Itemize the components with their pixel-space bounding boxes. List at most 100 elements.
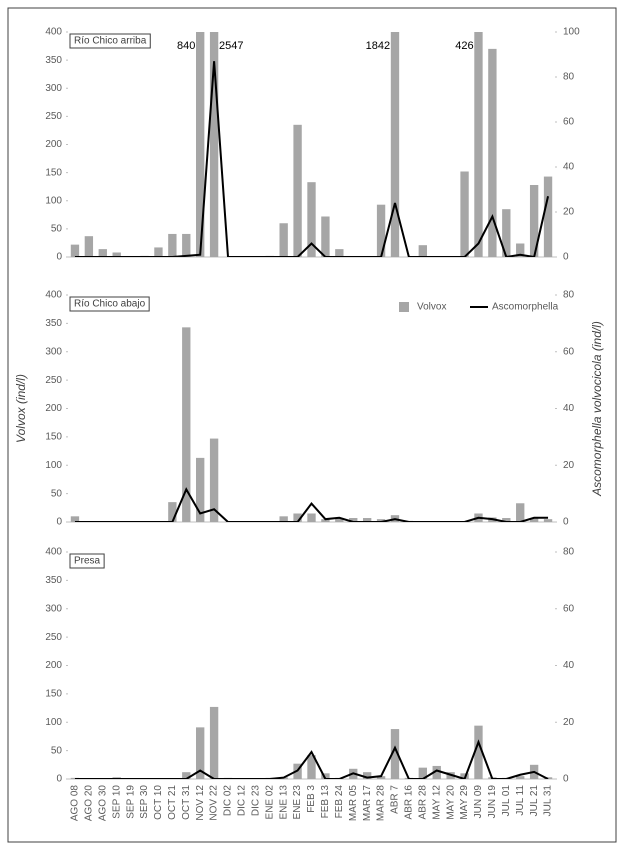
y-tick-label: 0 xyxy=(56,517,62,528)
bar xyxy=(209,32,219,257)
frame xyxy=(7,7,617,843)
bar xyxy=(349,518,358,522)
x-tick-label: ABR 16 xyxy=(404,785,415,820)
y-tick-label: 300 xyxy=(45,346,62,357)
y-tick-label: 350 xyxy=(45,575,62,586)
y-tick-label: 100 xyxy=(45,195,62,206)
bar xyxy=(182,772,191,779)
y2-tick-label: 20 xyxy=(563,460,575,471)
x-tick-label: JUL 11 xyxy=(515,785,526,816)
y-tick-label: 250 xyxy=(45,375,62,386)
data-label: 426 xyxy=(455,40,473,52)
bar xyxy=(335,518,344,522)
bar xyxy=(376,204,386,257)
y2-tick-label: 20 xyxy=(563,717,575,728)
legend-label: Volvox xyxy=(417,302,446,313)
legend-swatch xyxy=(399,302,409,312)
bar xyxy=(307,513,316,522)
bar xyxy=(293,513,302,522)
bar xyxy=(293,124,302,257)
bar xyxy=(168,502,177,522)
x-tick-label: SEP 19 xyxy=(125,785,136,819)
y2-tick-label: 20 xyxy=(563,207,575,218)
y-tick-label: 0 xyxy=(56,252,62,263)
x-tick-label: SEP 30 xyxy=(139,785,150,819)
y-tick-label: 250 xyxy=(45,632,62,643)
x-tick-label: FEB 13 xyxy=(320,785,331,819)
x-tick-label: DIC 02 xyxy=(223,785,234,817)
y-axis-title: Volvox (ind/l) xyxy=(14,374,28,443)
bar xyxy=(418,767,427,779)
x-tick-label: ABR 28 xyxy=(417,785,428,820)
y-tick-label: 50 xyxy=(51,745,63,756)
bar xyxy=(321,773,330,779)
y2-tick-label: 0 xyxy=(563,774,569,785)
x-tick-label: AGO 20 xyxy=(84,785,95,822)
data-label: 2547 xyxy=(219,40,243,52)
y2-tick-label: 100 xyxy=(563,27,580,38)
panel-title-box xyxy=(69,553,105,569)
y-tick-label: 100 xyxy=(45,717,62,728)
y-tick-label: 0 xyxy=(56,774,62,785)
bar xyxy=(362,772,372,779)
bar xyxy=(307,182,316,257)
bar xyxy=(516,776,525,779)
bar xyxy=(112,252,121,257)
bar xyxy=(529,185,539,257)
x-tick-label: OCT 31 xyxy=(181,785,192,820)
bar xyxy=(390,32,400,257)
panel-title-box xyxy=(69,296,150,312)
y-tick-label: 300 xyxy=(45,603,62,614)
bar xyxy=(321,519,330,522)
bar xyxy=(182,233,191,257)
bar xyxy=(279,223,288,257)
bar xyxy=(460,171,469,257)
data-label: 1842 xyxy=(366,40,390,52)
bar xyxy=(390,729,400,779)
panel-title: Río Chico abajo xyxy=(74,299,146,310)
x-tick-label: FEB 24 xyxy=(334,785,345,819)
y-tick-label: 100 xyxy=(45,460,62,471)
panel-title-box xyxy=(69,33,151,49)
x-tick-label: MAR 28 xyxy=(376,785,387,822)
y-tick-label: 250 xyxy=(45,111,62,122)
bar xyxy=(335,249,344,257)
bar xyxy=(418,245,427,257)
y2-tick-label: 60 xyxy=(563,603,575,614)
x-tick-label: MAY 12 xyxy=(431,785,442,820)
bar xyxy=(543,176,553,257)
y2-tick-label: 80 xyxy=(563,547,575,558)
bar xyxy=(460,773,469,779)
bar xyxy=(182,327,191,522)
y-tick-label: 50 xyxy=(51,488,63,499)
bar xyxy=(98,249,107,257)
y2-tick-label: 60 xyxy=(563,117,575,128)
bar xyxy=(502,209,511,257)
panel-title: Presa xyxy=(74,556,101,567)
bar xyxy=(502,518,511,522)
x-tick-label: OCT 10 xyxy=(153,785,164,820)
y2-tick-label: 80 xyxy=(563,290,575,301)
x-tick-label: JUL 21 xyxy=(529,785,540,817)
x-tick-label: JUN 09 xyxy=(473,785,484,819)
x-tick-label: JUL 01 xyxy=(501,785,512,817)
y-tick-label: 300 xyxy=(45,83,62,94)
x-tick-label: JUL 31 xyxy=(543,785,554,817)
bar xyxy=(362,518,372,522)
y-tick-label: 350 xyxy=(45,55,62,66)
bar xyxy=(279,516,288,522)
bar xyxy=(307,755,316,779)
x-tick-label: FEB 3 xyxy=(306,785,317,813)
bar xyxy=(376,519,386,522)
y2-tick-label: 40 xyxy=(563,162,575,173)
x-tick-label: JUN 19 xyxy=(487,785,498,819)
bar xyxy=(196,727,205,779)
y2-tick-label: 40 xyxy=(563,403,575,414)
bar xyxy=(321,216,330,257)
y2-tick-label: 0 xyxy=(563,252,569,263)
y-tick-label: 150 xyxy=(45,432,62,443)
x-tick-label: MAR 17 xyxy=(362,785,373,822)
x-tick-label: MAY 20 xyxy=(445,785,456,820)
y-tick-label: 400 xyxy=(45,27,62,38)
